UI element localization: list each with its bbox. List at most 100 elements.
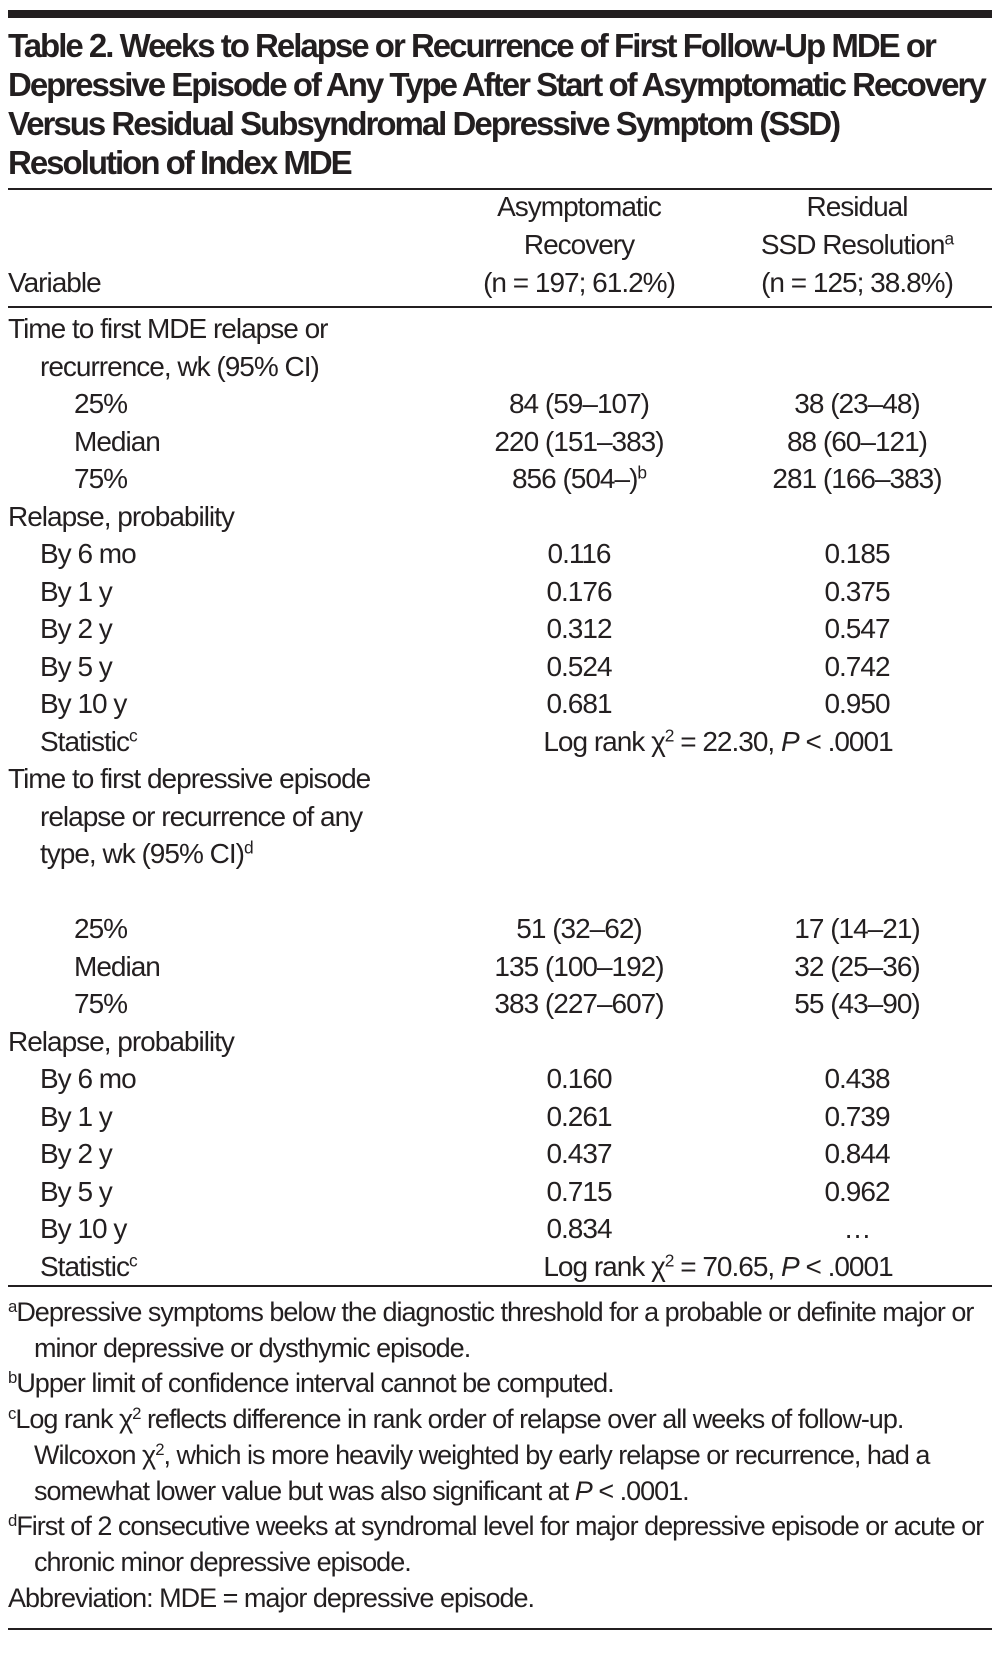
row-label: Median (74, 950, 161, 982)
asymptomatic-value: 0.312 (546, 613, 612, 644)
footnote-mark: a (8, 1296, 17, 1316)
residual-value: 0.962 (824, 1175, 890, 1207)
asymptomatic-value: 0.681 (546, 688, 612, 719)
value-text: 220 (151–383) (494, 425, 664, 457)
footnote-text: Depressive symptoms below the diagnostic… (16, 1297, 974, 1363)
footnote-a: aDepressive symptoms below the diagnosti… (8, 1295, 992, 1366)
header-line: Recovery (523, 229, 635, 260)
statistic-value: Log rank χ2 = 22.30, P < .0001 (445, 723, 991, 761)
residual-value: 0.438 (824, 1063, 890, 1094)
residual-value: 0.950 (824, 688, 890, 719)
body-bottom-rule (8, 1285, 992, 1287)
table-row: By 10 y 0.834… (8, 1210, 992, 1248)
footnote-text: Upper limit of confidence interval canno… (16, 1368, 614, 1399)
header-text: SSD Resolution (760, 229, 946, 260)
table-row: By 6 mo 0.116 0.185 (8, 535, 992, 573)
residual-value: 0.742 (824, 650, 890, 682)
footnote-text: , which is more heavily weighted by earl… (34, 1439, 930, 1506)
label-text: recurrence, wk (95% CI) (40, 350, 320, 382)
row-label: By 5 y (40, 1175, 113, 1207)
footnote-mark: a (944, 228, 955, 249)
asymptomatic-value: 0.116 (547, 538, 612, 569)
residual-value: 17 (14–21) (794, 913, 920, 944)
footnote-d: dFirst of 2 consecutive weeks at syndrom… (8, 1509, 992, 1580)
table-header: Variable Asymptomatic Recovery (n = 197;… (8, 190, 992, 306)
exponent: 2 (664, 1249, 675, 1270)
stat-text: Log rank χ (543, 725, 665, 757)
asymptomatic-value: 51 (32–62) (445, 910, 713, 948)
row-label: 75% (74, 988, 128, 1019)
table-row: By 10 y 0.681 0.950 (8, 685, 992, 723)
asymptomatic-value: 0.834 (546, 1213, 612, 1244)
row-label: 25% (74, 388, 128, 419)
residual-value: 32 (25–36) (794, 950, 920, 982)
section-label: recurrence, wk (95% CI) (40, 348, 320, 386)
label-text: relapse or recurrence of any (40, 800, 363, 832)
asymptomatic-value: 0.176 (546, 575, 612, 607)
top-rule (8, 10, 992, 18)
asymptomatic-value: 220 (151–383) (445, 423, 713, 461)
header-line: (n = 197; 61.2%) (483, 267, 676, 298)
stat-text: = 70.65, (673, 1250, 781, 1282)
row-label: By 1 y (40, 575, 113, 607)
label-text: Time to first depressive episode (8, 763, 371, 794)
footnote-c: cLog rank χ2 reflects difference in rank… (8, 1402, 992, 1509)
residual-value: 0.844 (824, 1138, 890, 1169)
asymptomatic-value: 0.261 (546, 1100, 612, 1132)
residual-value: 55 (43–90) (794, 988, 920, 1019)
value-text: 383 (227–607) (494, 988, 664, 1019)
stat-text: < .0001 (798, 1250, 893, 1282)
statistic-row: Statisticc Log rank χ2 = 22.30, P < .0001 (8, 723, 992, 761)
table-row: By 1 y 0.176 0.375 (8, 573, 992, 611)
p-symbol: P (780, 1250, 800, 1282)
p-symbol: P (574, 1475, 593, 1506)
section-label: Time to first depressive episode (8, 760, 371, 798)
stat-text: Log rank χ (543, 1250, 665, 1282)
spacer-row (8, 873, 992, 911)
row-label: By 2 y (40, 1138, 113, 1169)
subheading-row: Relapse, probability (8, 498, 992, 536)
value-text: 51 (32–62) (516, 913, 642, 944)
subheading-row: Relapse, probability (8, 1023, 992, 1061)
asymptomatic-value: 84 (59–107) (445, 385, 713, 423)
exponent: 2 (132, 1403, 141, 1423)
table-body: Time to first MDE relapse or recurrence, … (8, 308, 992, 1285)
asymptomatic-value: 135 (100–192) (445, 948, 713, 986)
bottom-rule (8, 1628, 992, 1631)
header-line: Asymptomatic (497, 191, 662, 222)
residual-value: 0.739 (824, 1100, 890, 1132)
section-label-row: relapse or recurrence of any (8, 798, 992, 836)
footnote-mark: b (8, 1368, 17, 1388)
label-text: Statistic (40, 725, 130, 757)
residual-value: 281 (166–383) (772, 463, 942, 494)
statistic-row: Statisticc Log rank χ2 = 70.65, P < .0001 (8, 1248, 992, 1286)
asymptomatic-value: 0.437 (546, 1138, 612, 1169)
footnote-text: < .0001. (591, 1475, 689, 1506)
section-label-row: recurrence, wk (95% CI) (8, 348, 992, 386)
footnotes: aDepressive symptoms below the diagnosti… (8, 1295, 992, 1616)
footnote-b: bUpper limit of confidence interval cann… (8, 1366, 992, 1402)
footnote-mark: c (129, 1249, 138, 1270)
exponent: 2 (664, 724, 675, 745)
footnote-mark: b (637, 462, 647, 483)
table-row: 75% 383 (227–607) 55 (43–90) (8, 985, 992, 1023)
residual-value: 38 (23–48) (794, 388, 920, 419)
row-label: 75% (74, 463, 128, 494)
table-row: By 2 y 0.437 0.844 (8, 1135, 992, 1173)
row-label: Median (74, 425, 161, 457)
footnote-mark: c (129, 724, 138, 745)
section-label-row: Time to first depressive episode (8, 760, 992, 798)
abbreviation-note: Abbreviation: MDE = major depressive epi… (8, 1582, 535, 1613)
table-row: 75% 856 (504–)b 281 (166–383) (8, 460, 992, 498)
label-text: Time to first MDE relapse or (8, 313, 328, 344)
statistic-label: Statisticc (40, 1248, 138, 1286)
subheading: Relapse, probability (8, 500, 235, 532)
row-label: By 6 mo (40, 538, 137, 569)
row-label: By 1 y (40, 1100, 113, 1132)
section-label: relapse or recurrence of any (40, 798, 363, 836)
exponent: 2 (155, 1439, 164, 1459)
header-asymptomatic-recovery: Asymptomatic Recovery (n = 197; 61.2%) (445, 188, 713, 302)
header-variable: Variable (8, 267, 102, 298)
footnote-mark: d (243, 837, 254, 858)
footnote-text: First of 2 consecutive weeks at syndroma… (16, 1511, 984, 1577)
